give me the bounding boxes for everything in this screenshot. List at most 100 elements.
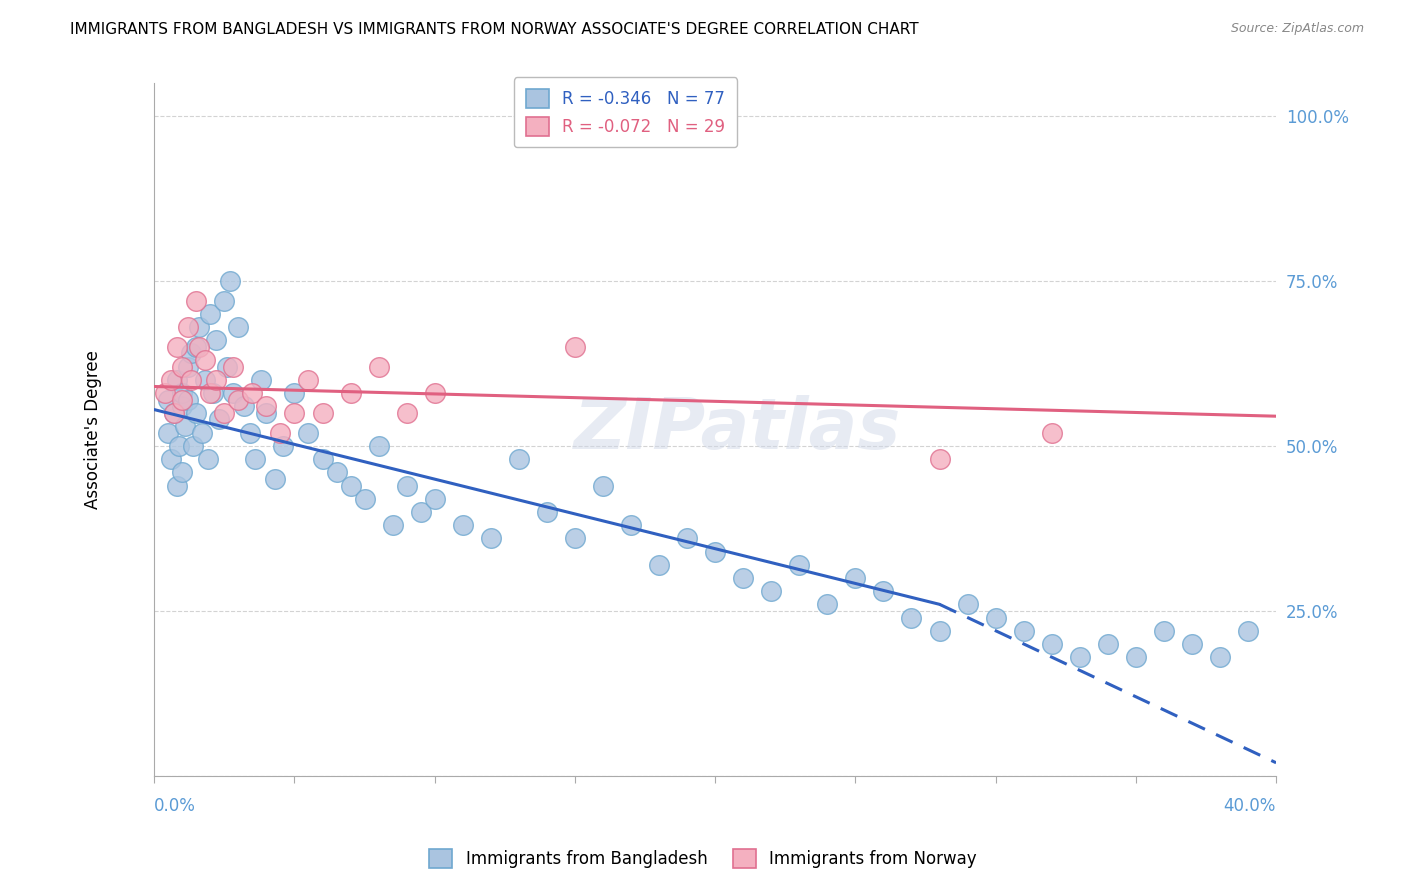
Point [787,558,810,572]
Point [174,419,197,434]
Point [197,452,219,467]
Point [676,531,699,545]
Point [163,406,186,420]
Point [191,425,214,440]
Point [704,544,727,558]
Text: 40.0%: 40.0% [1223,797,1277,814]
Point [984,610,1007,624]
Point [169,439,191,453]
Point [1209,650,1232,665]
Point [283,406,305,420]
Point [536,505,558,519]
Point [239,425,262,440]
Point [381,518,404,533]
Point [1181,637,1204,651]
Point [172,399,194,413]
Point [297,373,319,387]
Legend: R = -0.346   N = 77, R = -0.072   N = 29: R = -0.346 N = 77, R = -0.072 N = 29 [515,78,737,147]
Point [508,452,530,467]
Point [228,392,250,407]
Point [194,353,217,368]
Point [249,373,271,387]
Point [163,406,186,420]
Point [186,340,208,354]
Point [1097,637,1119,651]
Point [263,472,285,486]
Point [177,320,200,334]
Point [733,571,755,585]
Point [564,340,586,354]
Point [339,386,361,401]
Point [180,373,202,387]
Point [186,293,208,308]
Point [194,373,217,387]
Point [166,340,188,354]
Text: Associate's Degree: Associate's Degree [83,350,101,508]
Point [214,293,236,308]
Point [166,373,188,387]
Point [297,425,319,440]
Point [409,505,432,519]
Point [228,320,250,334]
Point [311,406,333,420]
Point [900,610,922,624]
Point [172,392,194,407]
Point [423,386,446,401]
Point [160,373,183,387]
Point [222,359,245,374]
Point [283,386,305,401]
Point [157,392,180,407]
Point [479,531,502,545]
Point [956,597,979,611]
Point [172,359,194,374]
Point [1012,624,1035,638]
Point [180,346,202,360]
Point [172,386,194,401]
Point [200,307,222,321]
Point [254,399,277,413]
Point [166,478,188,492]
Point [205,333,228,347]
Point [620,518,643,533]
Point [172,465,194,479]
Point [200,386,222,401]
Point [245,452,267,467]
Point [157,425,180,440]
Point [202,386,225,401]
Point [177,359,200,374]
Point [564,531,586,545]
Point [592,478,614,492]
Point [815,597,838,611]
Point [1153,624,1175,638]
Point [1125,650,1147,665]
Point [339,478,361,492]
Point [367,439,389,453]
Point [219,274,242,288]
Point [928,624,950,638]
Point [311,452,333,467]
Point [367,359,389,374]
Point [423,491,446,506]
Point [217,359,239,374]
Point [254,406,277,420]
Point [928,452,950,467]
Point [214,406,236,420]
Point [205,373,228,387]
Point [648,558,671,572]
Point [325,465,347,479]
Point [1040,425,1063,440]
Point [271,439,294,453]
Point [160,452,183,467]
Point [186,406,208,420]
Point [208,412,231,426]
Point [395,406,418,420]
Point [761,584,783,599]
Point [177,392,200,407]
Text: IMMIGRANTS FROM BANGLADESH VS IMMIGRANTS FROM NORWAY ASSOCIATE'S DEGREE CORRELAT: IMMIGRANTS FROM BANGLADESH VS IMMIGRANTS… [70,22,920,37]
Point [1069,650,1091,665]
Point [1237,624,1260,638]
Point [844,571,866,585]
Point [233,399,256,413]
Text: Source: ZipAtlas.com: Source: ZipAtlas.com [1230,22,1364,36]
Point [451,518,474,533]
